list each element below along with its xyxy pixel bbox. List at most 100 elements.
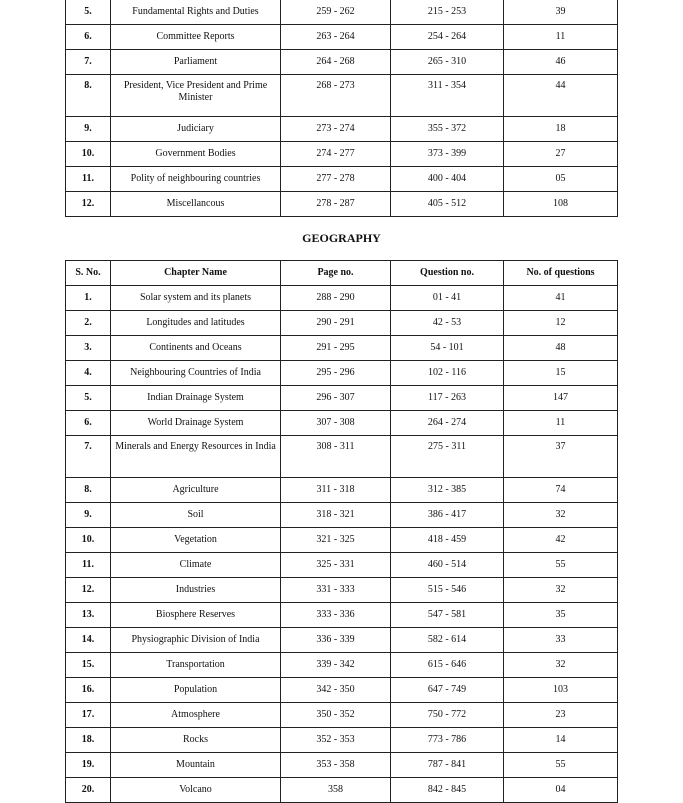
cell-page: 311 - 318	[280, 477, 391, 503]
cell-question: 582 - 614	[390, 627, 504, 653]
table-row: 5. Indian Drainage System 296 - 307 117 - 2…	[65, 385, 618, 411]
cell-sno: 10.	[65, 527, 111, 553]
table-row: 8. President, Vice President and Prime Mi…	[65, 74, 618, 117]
cell-count: 41	[503, 285, 618, 311]
cell-page: 290 - 291	[280, 310, 391, 336]
cell-question: 01 - 41	[390, 285, 504, 311]
table-row: 2. Longitudes and latitudes 290 - 291 42 - …	[65, 310, 618, 336]
cell-chapter: Fundamental Rights and Duties	[110, 0, 281, 25]
table-row: 8. Agriculture 311 - 318 312 - 385 74	[65, 477, 618, 503]
cell-chapter: Industries	[110, 577, 281, 603]
cell-sno: 17.	[65, 702, 111, 728]
cell-question: 400 - 404	[390, 166, 504, 192]
cell-chapter: Polity of neighbouring countries	[110, 166, 281, 192]
cell-count: 103	[503, 677, 618, 703]
cell-sno: 19.	[65, 752, 111, 778]
cell-sno: 16.	[65, 677, 111, 703]
section-title-geography: GEOGRAPHY	[302, 231, 381, 245]
table-row: 10. Government Bodies 274 - 277 373 - 399 27	[65, 141, 618, 167]
cell-sno: 6.	[65, 24, 111, 50]
cell-page: 350 - 352	[280, 702, 391, 728]
table-row: 6. Committee Reports 263 - 264 254 - 264 11	[65, 24, 618, 50]
cell-question: 117 - 263	[390, 385, 504, 411]
cell-page: 339 - 342	[280, 652, 391, 678]
cell-page: 296 - 307	[280, 385, 391, 411]
cell-page: 278 - 287	[280, 191, 391, 217]
cell-count: 23	[503, 702, 618, 728]
cell-question: 275 - 311	[390, 435, 504, 478]
table-row: 6. World Drainage System 307 - 308 264 - 27…	[65, 410, 618, 436]
table-row: 1. Solar system and its planets 288 - 290 0…	[65, 285, 618, 311]
cell-page: 336 - 339	[280, 627, 391, 653]
cell-question: 355 - 372	[390, 116, 504, 142]
cell-question: 54 - 101	[390, 335, 504, 361]
cell-question: 102 - 116	[390, 360, 504, 386]
table-row: 12. Industries 331 - 333 515 - 546 32	[65, 577, 618, 603]
cell-sno: 4.	[65, 360, 111, 386]
table-row: 5. Fundamental Rights and Duties 259 - 262…	[65, 0, 618, 25]
cell-page: 342 - 350	[280, 677, 391, 703]
cell-chapter: Judiciary	[110, 116, 281, 142]
cell-sno: 5.	[65, 0, 111, 25]
cell-question: 386 - 417	[390, 502, 504, 528]
cell-count: 37	[503, 435, 618, 478]
table-row: 14. Physiographic Division of India 336 - …	[65, 627, 618, 653]
cell-count: 14	[503, 727, 618, 753]
cell-question: 254 - 264	[390, 24, 504, 50]
cell-count: 18	[503, 116, 618, 142]
cell-page: 325 - 331	[280, 552, 391, 578]
header-question: Question no.	[390, 260, 504, 286]
cell-question: 773 - 786	[390, 727, 504, 753]
cell-sno: 1.	[65, 285, 111, 311]
cell-question: 42 - 53	[390, 310, 504, 336]
cell-sno: 11.	[65, 166, 111, 192]
cell-count: 44	[503, 74, 618, 117]
cell-page: 353 - 358	[280, 752, 391, 778]
cell-question: 515 - 546	[390, 577, 504, 603]
table-row: 15. Transportation 339 - 342 615 - 646 32	[65, 652, 618, 678]
cell-page: 321 - 325	[280, 527, 391, 553]
cell-sno: 7.	[65, 435, 111, 478]
table-row: 13. Biosphere Reserves 333 - 336 547 - 581 3…	[65, 602, 618, 628]
table-row: 11. Climate 325 - 331 460 - 514 55	[65, 552, 618, 578]
cell-page: 358	[280, 777, 391, 803]
cell-question: 312 - 385	[390, 477, 504, 503]
cell-sno: 18.	[65, 727, 111, 753]
cell-sno: 9.	[65, 502, 111, 528]
cell-page: 268 - 273	[280, 74, 391, 117]
table-row: 18. Rocks 352 - 353 773 - 786 14	[65, 727, 618, 753]
header-sno: S. No.	[65, 260, 111, 286]
cell-count: 33	[503, 627, 618, 653]
cell-question: 750 - 772	[390, 702, 504, 728]
cell-sno: 14.	[65, 627, 111, 653]
cell-sno: 10.	[65, 141, 111, 167]
table-row: 3. Continents and Oceans 291 - 295 54 - 101…	[65, 335, 618, 361]
cell-question: 615 - 646	[390, 652, 504, 678]
cell-chapter: Miscellancous	[110, 191, 281, 217]
cell-chapter: Soil	[110, 502, 281, 528]
cell-page: 259 - 262	[280, 0, 391, 25]
table-row: 10. Vegetation 321 - 325 418 - 459 42	[65, 527, 618, 553]
cell-question: 215 - 253	[390, 0, 504, 25]
cell-question: 405 - 512	[390, 191, 504, 217]
cell-question: 311 - 354	[390, 74, 504, 117]
cell-page: 295 - 296	[280, 360, 391, 386]
cell-question: 787 - 841	[390, 752, 504, 778]
cell-sno: 15.	[65, 652, 111, 678]
cell-sno: 13.	[65, 602, 111, 628]
table-row: 11. Polity of neighbouring countries 277 -…	[65, 166, 618, 192]
cell-page: 331 - 333	[280, 577, 391, 603]
cell-count: 35	[503, 602, 618, 628]
cell-page: 274 - 277	[280, 141, 391, 167]
cell-chapter: Transportation	[110, 652, 281, 678]
cell-count: 74	[503, 477, 618, 503]
cell-sno: 20.	[65, 777, 111, 803]
cell-sno: 2.	[65, 310, 111, 336]
cell-question: 418 - 459	[390, 527, 504, 553]
table-row: 16. Population 342 - 350 647 - 749 103	[65, 677, 618, 703]
geography-table: S. No. Chapter Name Page no. Question no…	[65, 260, 618, 803]
cell-sno: 6.	[65, 410, 111, 436]
cell-count: 32	[503, 577, 618, 603]
cell-count: 32	[503, 652, 618, 678]
cell-page: 277 - 278	[280, 166, 391, 192]
